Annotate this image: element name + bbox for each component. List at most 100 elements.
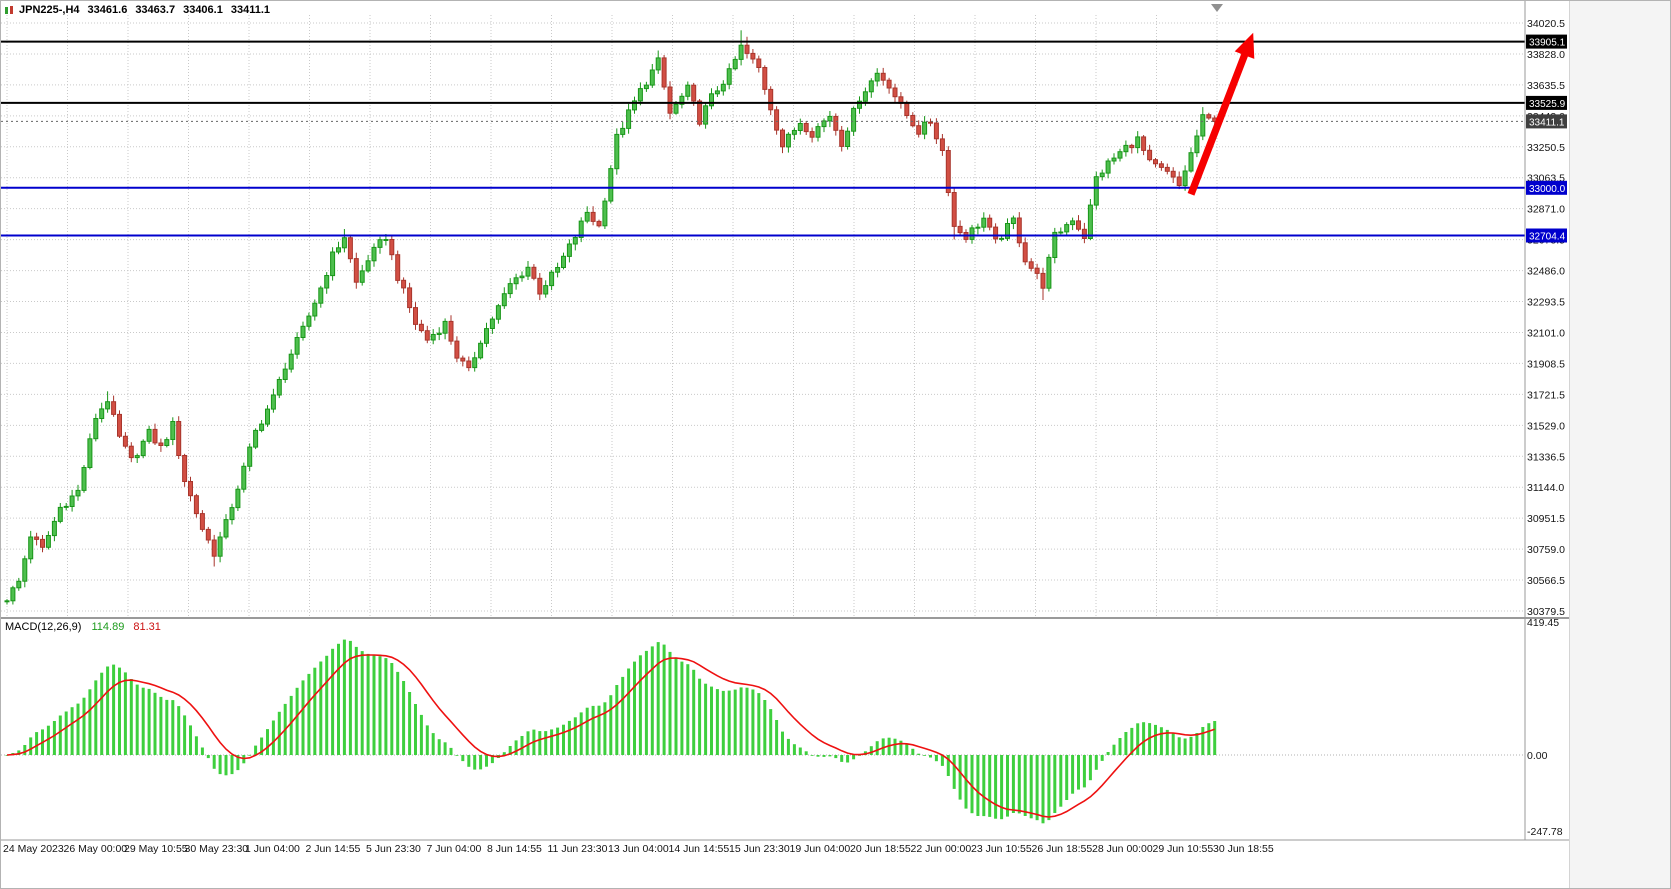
bull-candle	[827, 115, 833, 122]
bear-candle	[395, 254, 401, 281]
macd-bar	[994, 755, 998, 819]
macd-bar	[692, 669, 696, 755]
time-label: 26 Jun 18:55	[1032, 843, 1093, 855]
bull-candle	[217, 536, 223, 557]
macd-bar	[378, 656, 382, 755]
macd-bar	[911, 748, 915, 755]
price-badge-resistance-mid	[1526, 95, 1567, 110]
time-label: 5 Jun 23:30	[366, 843, 421, 855]
macd-bar	[1077, 755, 1080, 790]
macd-bar	[988, 755, 992, 817]
bear-candle	[1028, 261, 1034, 269]
macd-bar	[88, 689, 92, 755]
macd-bar	[123, 672, 127, 755]
chart-shift-marker-icon[interactable]	[1211, 4, 1223, 12]
bear-candle	[904, 102, 910, 117]
bear-candle	[448, 320, 454, 342]
macd-bar	[277, 711, 281, 755]
macd-bar	[449, 747, 453, 755]
macd-bar	[1207, 723, 1211, 755]
price-badge-bid-price	[1526, 114, 1567, 129]
macd-bar	[514, 740, 518, 755]
macd-bar	[319, 661, 323, 755]
macd-bar	[147, 688, 151, 755]
macd-bar	[816, 755, 820, 757]
bear-candle	[697, 100, 703, 125]
bull-candle	[561, 255, 566, 269]
time-label: 29 May 10:55	[124, 843, 188, 855]
macd-bar	[899, 740, 903, 755]
macd-bar	[964, 755, 968, 809]
bear-candle	[1141, 136, 1147, 151]
level-lines[interactable]	[1, 40, 1525, 237]
bull-candle	[922, 121, 928, 135]
bull-candle	[93, 418, 99, 440]
macd-bar	[307, 673, 311, 755]
bull-candle	[75, 489, 81, 497]
macd-bar	[64, 711, 68, 755]
bear-candle	[182, 455, 188, 482]
macd-bar	[118, 667, 121, 755]
bull-candle	[288, 353, 294, 370]
macd-bar	[366, 653, 370, 755]
macd-signal-value: 81.31	[133, 621, 161, 633]
bull-candle	[1105, 160, 1111, 174]
separators	[1, 1, 1569, 841]
bull-candle	[513, 277, 519, 285]
bear-candle	[928, 121, 933, 124]
macd-bar	[1035, 755, 1039, 821]
macd-bar	[46, 725, 50, 755]
bull-candle	[359, 270, 365, 283]
macd-min-label: -247.78	[1527, 826, 1563, 838]
price-badge-support-lower	[1526, 228, 1567, 243]
macd-bar	[1130, 727, 1134, 755]
macd-bar	[254, 745, 258, 755]
bull-candle	[241, 465, 247, 490]
bear-candle	[1153, 159, 1158, 165]
bull-candle	[709, 93, 714, 107]
bull-candle	[673, 103, 679, 114]
macd-bar	[698, 678, 702, 755]
bull-candle	[862, 91, 868, 102]
bear-candle	[531, 266, 537, 279]
bear-candle	[1129, 144, 1135, 149]
macd-bar	[467, 755, 471, 767]
bull-candle	[223, 519, 229, 538]
macd-bar	[183, 715, 187, 755]
macd-bar	[437, 739, 441, 755]
macd-bar	[189, 725, 192, 755]
macd-bar	[218, 755, 222, 775]
macd-bar	[1189, 736, 1193, 755]
macd-bar	[905, 744, 909, 755]
trend-arrow[interactable]	[1187, 32, 1255, 196]
bear-candle	[809, 131, 815, 138]
macd-bar	[538, 731, 542, 756]
macd-bar	[556, 727, 560, 755]
macd-bar	[248, 754, 252, 756]
quote-high: 33463.7	[135, 4, 176, 16]
macd-bar	[1088, 755, 1092, 781]
macd-bar	[23, 745, 27, 756]
up-trend-arrow-icon[interactable]	[1187, 32, 1255, 196]
macd-bar	[443, 742, 447, 755]
bull-candle	[785, 133, 791, 148]
macd-indicator-label: MACD(12,26,9) 114.89 81.31	[5, 621, 161, 633]
bull-candle	[170, 421, 176, 440]
macd-bar	[473, 755, 477, 770]
price-tick-label: 30566.5	[1527, 575, 1565, 587]
bull-candle	[430, 334, 436, 341]
macd-bar	[1006, 755, 1009, 817]
macd-bar	[461, 755, 465, 762]
macd-bar	[414, 704, 417, 755]
macd-bar	[348, 640, 352, 755]
bull-candle	[436, 332, 442, 336]
macd-bar	[194, 736, 198, 755]
bull-candle	[306, 315, 312, 327]
macd-bar	[852, 755, 856, 760]
bull-candle	[495, 305, 501, 320]
bear-candle	[353, 258, 359, 283]
bull-candle	[738, 44, 744, 60]
macd-bar	[1213, 721, 1217, 755]
price-tick-label: 32871.0	[1527, 204, 1565, 216]
